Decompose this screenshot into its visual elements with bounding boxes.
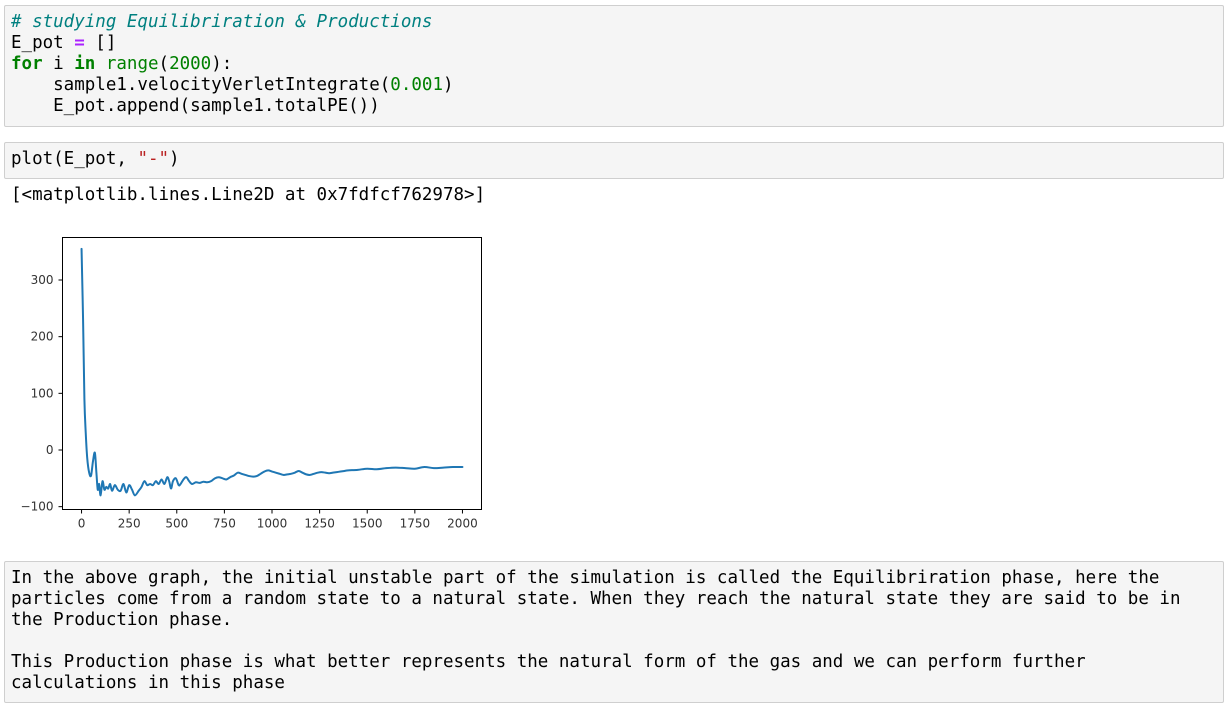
x-tick-label: 1500: [352, 517, 383, 531]
code-number: 0.001: [390, 75, 443, 95]
x-tick-label: 250: [118, 517, 141, 531]
x-tick-label: 1250: [304, 517, 335, 531]
markdown-source[interactable]: In the above graph, the initial unstable…: [5, 568, 1223, 694]
y-tick-label: −100: [21, 500, 54, 514]
cell-output-text: [<matplotlib.lines.Line2D at 0x7fdfcf762…: [11, 185, 486, 205]
code-cell-loop-source[interactable]: # studying Equilibriration & Productions…: [5, 12, 1223, 117]
markdown-line: the Production phase.: [11, 610, 233, 630]
y-tick-label: 200: [31, 330, 54, 344]
energy-line-chart: 0 250 500 750 1000 1250 1500 1750 2000 −100 0 100 2…: [21, 237, 482, 531]
code-token: [95, 54, 106, 74]
markdown-line: In the above graph, the initial unstable…: [11, 568, 1160, 588]
code-keyword-for: for: [11, 54, 43, 74]
markdown-line: calculations in this phase: [11, 673, 285, 693]
x-tick-label: 1000: [257, 517, 288, 531]
code-token: ): [169, 149, 180, 169]
code-token: plot(E_pot,: [11, 149, 138, 169]
code-cell-loop[interactable]: # studying Equilibriration & Productions…: [4, 5, 1224, 127]
code-comment: # studying Equilibriration & Productions: [11, 12, 433, 32]
code-keyword-in: in: [74, 54, 96, 74]
code-token: sample1.velocityVerletIntegrate(: [11, 75, 391, 95]
code-token: []: [84, 33, 117, 53]
series-line-e-pot: [80, 247, 464, 497]
code-token: E_pot.append(sample1.totalPE()): [11, 96, 380, 116]
y-tick-label: 100: [31, 386, 54, 400]
code-token: (: [158, 54, 170, 74]
x-tick-label: 500: [165, 517, 188, 531]
x-tick-label: 750: [213, 517, 236, 531]
code-cell-plot-source[interactable]: plot(E_pot, "-"): [5, 149, 1223, 170]
code-token: E_pot: [11, 33, 75, 53]
x-tick-label: 0: [78, 517, 86, 531]
x-tick-label: 2000: [447, 517, 478, 531]
y-axis-ticks: −100 0 100 200 300: [21, 273, 63, 514]
markdown-line: This Production phase is what better rep…: [11, 652, 1086, 672]
x-axis-ticks: 0 250 500 750 1000 1250 1500 1750 2000: [78, 509, 478, 531]
x-tick-label: 1750: [400, 517, 431, 531]
code-operator: =: [74, 33, 85, 53]
code-cell-plot[interactable]: plot(E_pot, "-"): [4, 142, 1224, 179]
code-token: i: [42, 54, 75, 74]
code-number: 2000: [169, 54, 212, 74]
code-token: ):: [211, 54, 233, 74]
markdown-cell[interactable]: In the above graph, the initial unstable…: [4, 561, 1224, 703]
y-tick-label: 0: [46, 443, 54, 457]
plot-area-frame: [62, 237, 482, 510]
code-string: "-": [137, 149, 170, 169]
markdown-line: particles come from a random state to a …: [11, 589, 1181, 609]
code-token: ): [442, 75, 454, 95]
y-tick-label: 300: [31, 273, 54, 287]
code-builtin-range: range: [105, 54, 159, 74]
